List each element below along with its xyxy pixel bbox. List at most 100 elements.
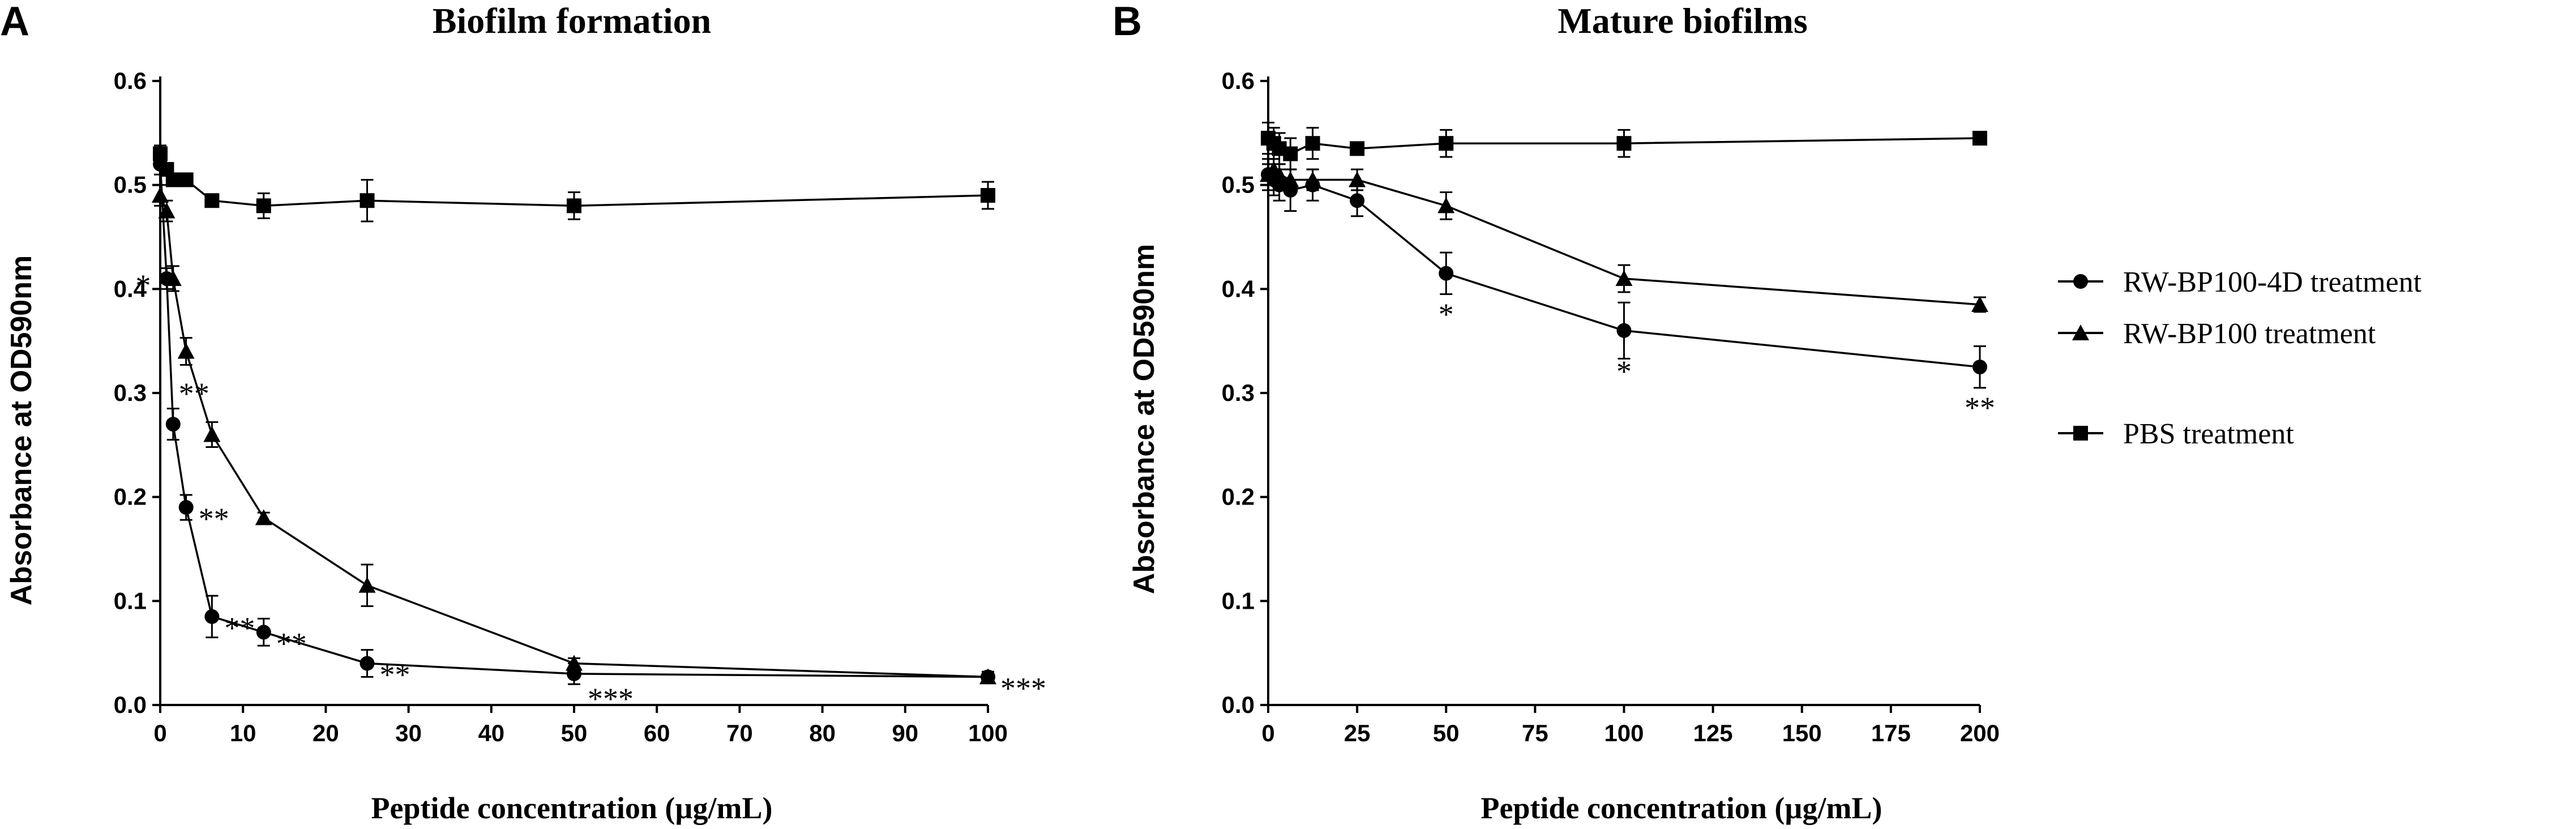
y-tick-label: 0.5 (1222, 172, 1255, 198)
data-point-rw-bp100-4d-treatment (204, 609, 220, 624)
panel-label-a: A (0, 0, 29, 44)
x-axis-label-a: Peptide concentration (µg/mL) (371, 791, 773, 825)
plot-area-b: 0.0 0.1 0.2 0.3 0.4 0.5 0.6 0 25 50 75 100 125 150 175… (1222, 67, 2000, 746)
legend-square-marker (2073, 426, 2088, 441)
data-point-rw-bp100-treatment (1304, 171, 1321, 187)
panel-b: B Mature biofilms Absorbance at OD590nm … (1112, 0, 2000, 825)
x-tick-label: 0 (1261, 720, 1274, 746)
data-point-rw-bp100-treatment (1349, 171, 1366, 187)
data-point-pbs-treatment (360, 193, 375, 208)
legend-label-pbs: PBS treatment (2123, 418, 2294, 450)
x-tick-label: 75 (1522, 720, 1548, 746)
x-tick-label: 20 (313, 720, 339, 746)
data-point-rw-bp100-treatment (255, 509, 272, 525)
y-tick-label: 0.6 (1222, 67, 1255, 94)
y-tick-label: 0.3 (114, 379, 147, 406)
data-point-pbs-treatment (981, 188, 995, 203)
significance-marker: ** (380, 658, 410, 692)
x-tick-label: 100 (1604, 720, 1644, 746)
data-point-pbs-treatment (567, 198, 581, 213)
x-tick-label: 50 (561, 720, 588, 746)
chart-title-b: Mature biofilms (1557, 1, 1807, 41)
data-point-rw-bp100-4d-treatment (360, 656, 375, 671)
series-line-rw-bp100-4d-treatment (159, 164, 989, 678)
y-tick-label: 0.1 (114, 587, 147, 614)
y-tick-label: 0.4 (1222, 275, 1255, 302)
x-tick-label: 0 (153, 720, 166, 746)
y-axis-label-b: Absorbance at OD590nm (1128, 244, 1161, 594)
legend-item-rw-bp100: RW-BP100 treatment (2058, 318, 2376, 350)
data-point-pbs-treatment (256, 198, 271, 213)
significance-marker: ** (224, 611, 255, 645)
significance-marker: *** (1000, 671, 1046, 705)
significance-marker: * (1616, 354, 1632, 388)
x-tick-label: 70 (726, 720, 753, 746)
data-point-pbs-treatment (1439, 136, 1454, 151)
legend-label-rw-bp100: RW-BP100 treatment (2123, 318, 2376, 350)
data-point-pbs-treatment (1283, 146, 1298, 161)
data-point-rw-bp100-treatment (358, 576, 376, 593)
data-point-pbs-treatment (204, 193, 220, 208)
y-tick-label: 0.2 (1222, 484, 1255, 510)
x-tick-label: 175 (1871, 720, 1911, 746)
data-point-rw-bp100-4d-treatment (178, 500, 194, 515)
panel-label-b: B (1112, 0, 1142, 44)
plot-area-a: 0.0 0.1 0.2 0.3 0.4 0.5 0.6 0 10 20 30 40 50 60 70 80 90… (114, 67, 1046, 746)
x-tick-label: 80 (809, 720, 836, 746)
data-point-pbs-treatment (165, 172, 181, 187)
data-point-rw-bp100-treatment (203, 426, 221, 442)
significance-marker: * (1439, 297, 1454, 331)
legend-circle-marker (2073, 274, 2088, 289)
data-point-rw-bp100-treatment (566, 655, 583, 671)
y-tick-label: 0.6 (114, 67, 147, 94)
data-point-pbs-treatment (1972, 131, 1987, 146)
data-point-rw-bp100-4d-treatment (1616, 323, 1632, 338)
data-point-rw-bp100-treatment (1282, 171, 1299, 187)
legend: RW-BP100-4D treatment RW-BP100 treatment… (2058, 266, 2422, 450)
significance-marker: ** (276, 626, 307, 660)
x-axis-label-b: Peptide concentration (µg/mL) (1481, 791, 1882, 825)
legend-triangle-marker (2072, 324, 2089, 340)
significance-marker: ** (199, 502, 229, 536)
y-axis-label-a: Absorbance at OD590nm (5, 255, 38, 605)
x-tick-label: 10 (230, 720, 256, 746)
x-tick-label: 30 (395, 720, 422, 746)
data-point-rw-bp100-treatment (1615, 270, 1633, 286)
legend-label-rw-bp100-4d: RW-BP100-4D treatment (2123, 266, 2422, 298)
legend-item-rw-bp100-4d: RW-BP100-4D treatment (2058, 266, 2422, 298)
data-point-rw-bp100-treatment (1437, 197, 1455, 213)
data-point-rw-bp100-treatment (164, 270, 182, 286)
data-point-pbs-treatment (1305, 136, 1320, 151)
data-point-rw-bp100-treatment (979, 668, 996, 685)
data-point-rw-bp100-4d-treatment (1972, 360, 1987, 375)
x-tick-label: 90 (892, 720, 918, 746)
series-line-rw-bp100-treatment (159, 195, 989, 678)
data-point-pbs-treatment (1350, 141, 1365, 156)
data-point-pbs-treatment (1616, 136, 1632, 151)
significance-marker: ** (1965, 391, 1995, 425)
y-tick-label: 0.0 (1222, 691, 1255, 718)
x-tick-label: 200 (1960, 720, 2000, 746)
data-point-rw-bp100-treatment (177, 343, 195, 359)
x-tick-label: 40 (478, 720, 504, 746)
y-tick-label: 0.2 (114, 484, 147, 510)
data-point-rw-bp100-treatment (1270, 166, 1288, 182)
significance-marker: * (135, 268, 151, 302)
significance-marker: ** (179, 377, 209, 411)
legend-item-pbs: PBS treatment (2058, 418, 2294, 450)
data-point-rw-bp100-4d-treatment (256, 625, 271, 640)
x-tick-label: 100 (968, 720, 1008, 746)
significance-marker: *** (588, 682, 634, 716)
data-point-rw-bp100-treatment (1971, 296, 1988, 312)
data-point-rw-bp100-4d-treatment (165, 417, 181, 432)
y-tick-label: 0.4 (114, 275, 147, 302)
x-tick-label: 150 (1782, 720, 1822, 746)
y-tick-label: 0.0 (114, 691, 147, 718)
x-tick-label: 25 (1344, 720, 1371, 746)
data-point-rw-bp100-treatment (158, 202, 176, 219)
x-tick-label: 50 (1433, 720, 1460, 746)
data-point-rw-bp100-4d-treatment (1439, 266, 1454, 281)
x-tick-label: 125 (1693, 720, 1733, 746)
panel-a: A Biofilm formation Absorbance at OD590n… (0, 0, 1046, 825)
